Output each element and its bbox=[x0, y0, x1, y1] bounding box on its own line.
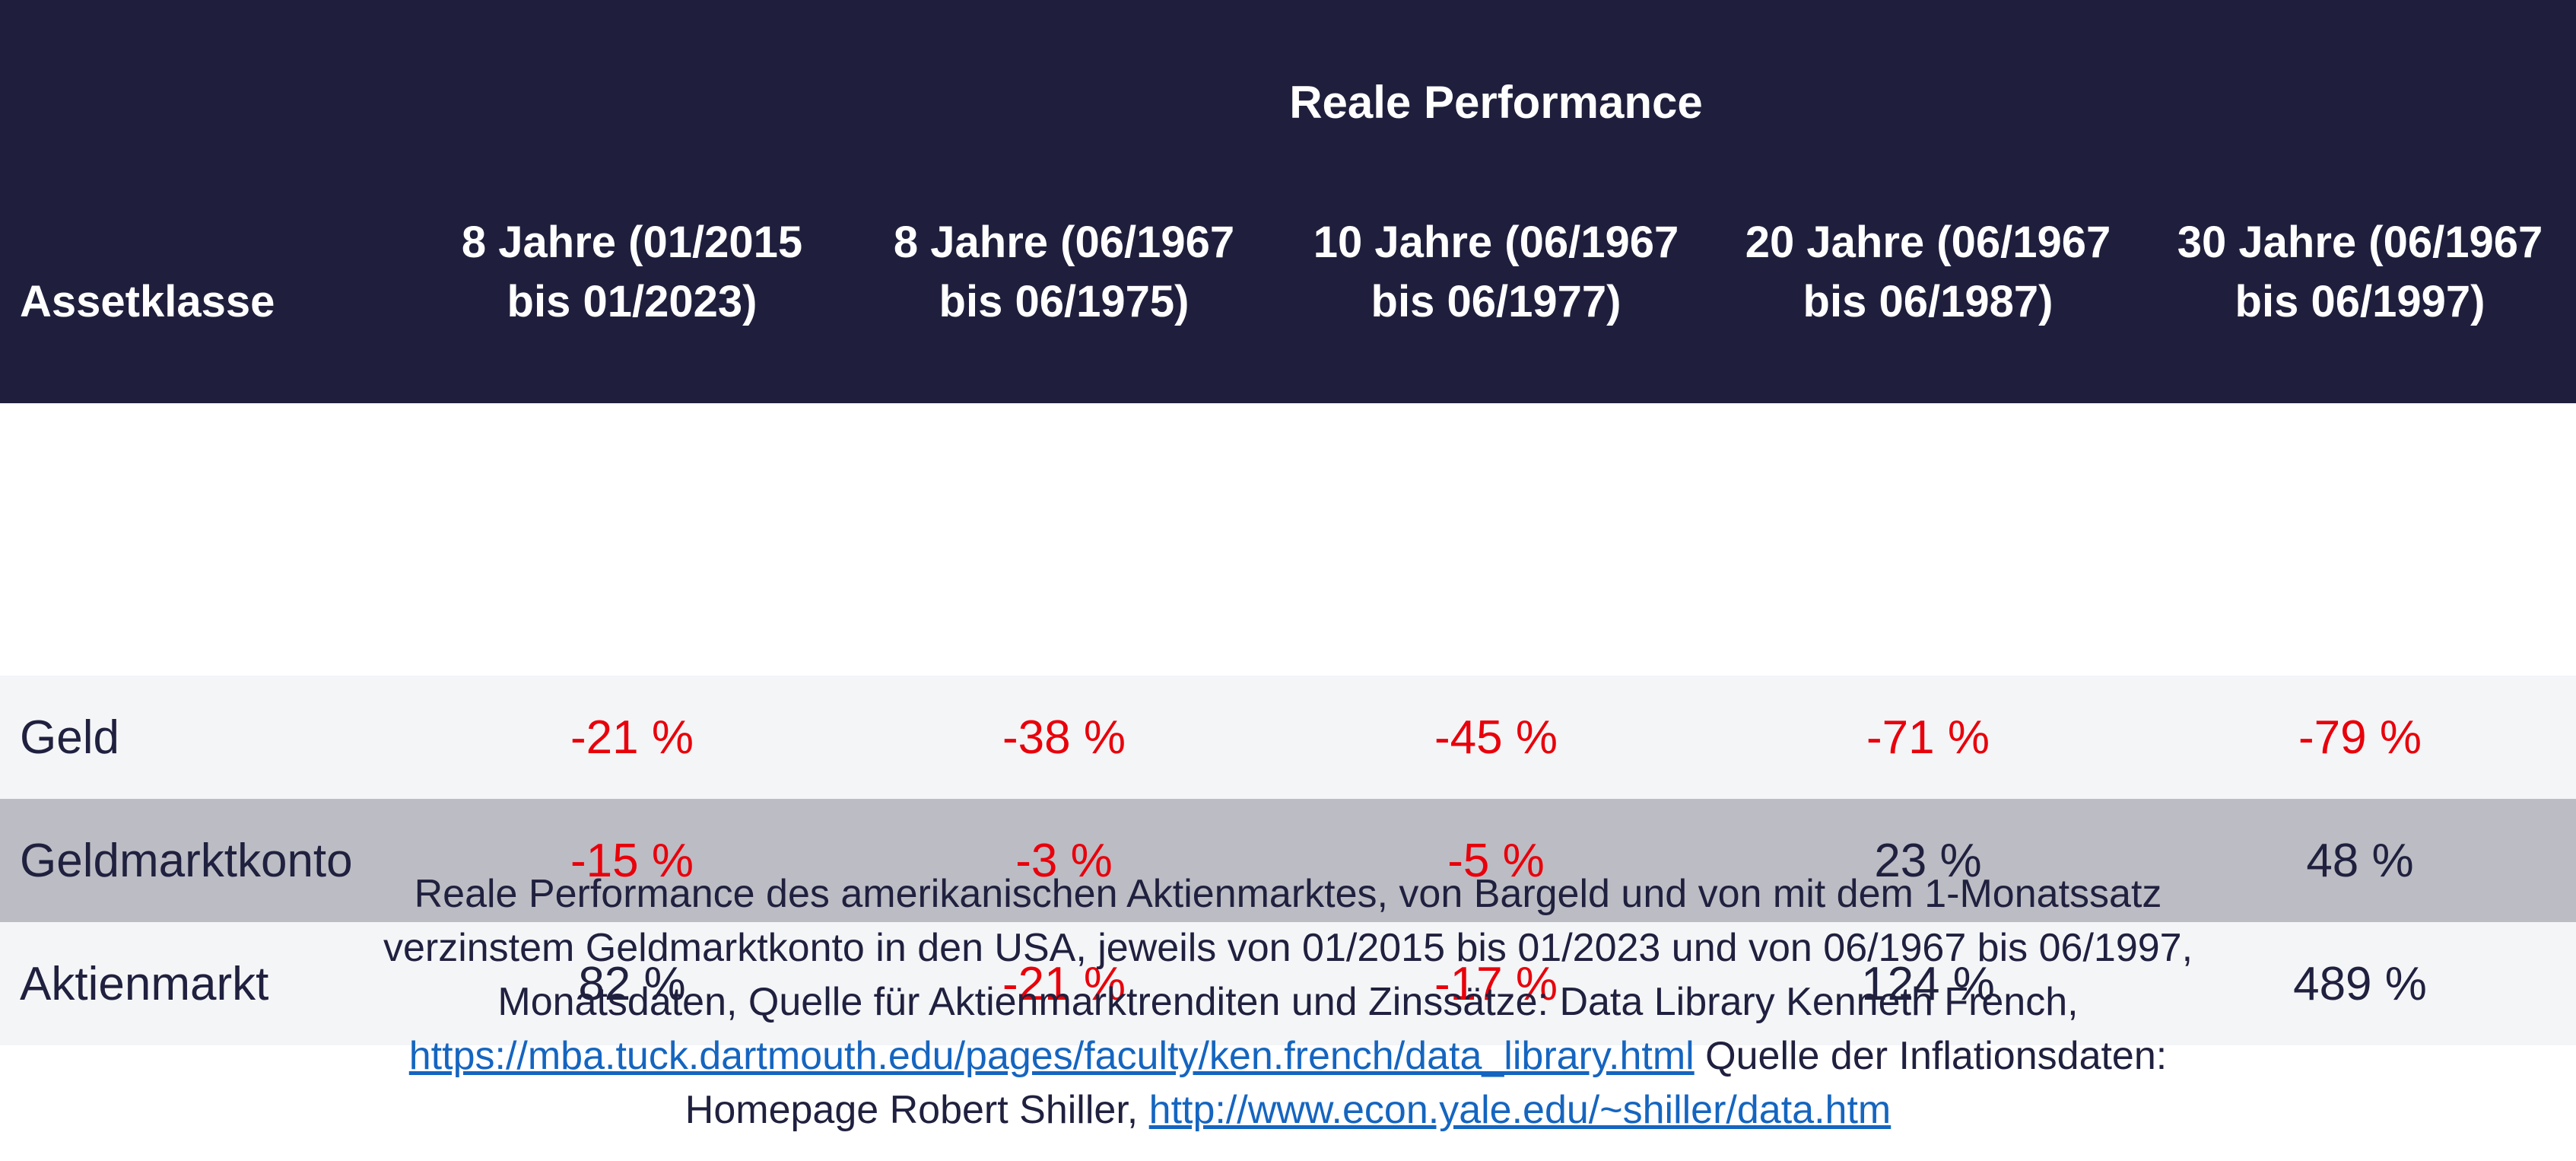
column-header-line: bis 01/2023) bbox=[507, 277, 758, 326]
column-header-line: bis 06/1975) bbox=[939, 277, 1190, 326]
column-header-line: bis 06/1987) bbox=[1803, 277, 2053, 326]
value-cell: -3 % bbox=[848, 799, 1280, 922]
value-cell: -21 % bbox=[848, 922, 1280, 1045]
value-cell: -17 % bbox=[1280, 922, 1712, 1045]
column-header-line: 8 Jahre (06/1967 bbox=[893, 218, 1235, 267]
performance-table: Assetklasse 8 Jahre (01/2015 bis 01/2023) 8… bbox=[0, 0, 2576, 1045]
source-link[interactable]: https://mba.tuck.dartmouth.edu/pages/fac… bbox=[408, 1034, 1695, 1078]
table-title: Reale Performance bbox=[1289, 77, 1703, 128]
caption-text: Reale Performance des amerikanischen Akt… bbox=[383, 872, 2193, 1024]
value-cell: 82 % bbox=[416, 922, 848, 1045]
value-cell: -45 % bbox=[1280, 676, 1712, 799]
value-cell: 489 % bbox=[2144, 922, 2576, 1045]
column-header: 30 Jahre (06/1967 bis 06/1997) bbox=[2144, 0, 2576, 676]
value-cell: -15 % bbox=[416, 799, 848, 922]
source-link[interactable]: http://www.econ.yale.edu/~shiller/data.h… bbox=[1148, 1088, 1892, 1132]
column-header: Assetklasse bbox=[0, 0, 416, 676]
table-row: Aktienmarkt 82 % -21 % -17 % 124 % 489 % bbox=[0, 922, 2576, 1045]
caption-text: Quelle der Inflationsdaten: Homepage Rob… bbox=[684, 1034, 2168, 1132]
column-header-line: bis 06/1977) bbox=[1371, 277, 1622, 326]
column-header-line: 10 Jahre (06/1967 bbox=[1313, 218, 1679, 267]
row-label: Aktienmarkt bbox=[0, 922, 416, 1045]
table-row: Geldmarktkonto -15 % -3 % -5 % 23 % 48 % bbox=[0, 799, 2576, 922]
header-background bbox=[0, 0, 2576, 403]
value-cell: -21 % bbox=[416, 676, 848, 799]
column-header-line: 30 Jahre (06/1967 bbox=[2177, 218, 2543, 267]
column-header-line: bis 06/1997) bbox=[2235, 277, 2485, 326]
column-header-line: 8 Jahre (01/2015 bbox=[461, 218, 803, 267]
column-header: 8 Jahre (01/2015 bis 01/2023) bbox=[416, 0, 848, 676]
value-cell: -79 % bbox=[2144, 676, 2576, 799]
caption: Reale Performance des amerikanischen Akt… bbox=[335, 867, 2241, 1137]
column-header-line: 20 Jahre (06/1967 bbox=[1745, 218, 2111, 267]
header-row: Assetklasse 8 Jahre (01/2015 bis 01/2023) 8… bbox=[0, 0, 2576, 676]
table-row: Geld -21 % -38 % -45 % -71 % -79 % bbox=[0, 676, 2576, 799]
column-header-line: Assetklasse bbox=[20, 277, 275, 326]
value-cell: 48 % bbox=[2144, 799, 2576, 922]
value-cell: -5 % bbox=[1280, 799, 1712, 922]
value-cell: 124 % bbox=[1712, 922, 2144, 1045]
column-header: 10 Jahre (06/1967 bis 06/1977) bbox=[1280, 0, 1712, 676]
row-label: Geldmarktkonto bbox=[0, 799, 416, 922]
column-header: 20 Jahre (06/1967 bis 06/1987) bbox=[1712, 0, 2144, 676]
column-header: 8 Jahre (06/1967 bis 06/1975) bbox=[848, 0, 1280, 676]
table-body: Geld -21 % -38 % -45 % -71 % -79 % Geldmarktko… bbox=[0, 676, 2576, 1045]
value-cell: -38 % bbox=[848, 676, 1280, 799]
row-label: Geld bbox=[0, 676, 416, 799]
value-cell: -71 % bbox=[1712, 676, 2144, 799]
value-cell: 23 % bbox=[1712, 799, 2144, 922]
